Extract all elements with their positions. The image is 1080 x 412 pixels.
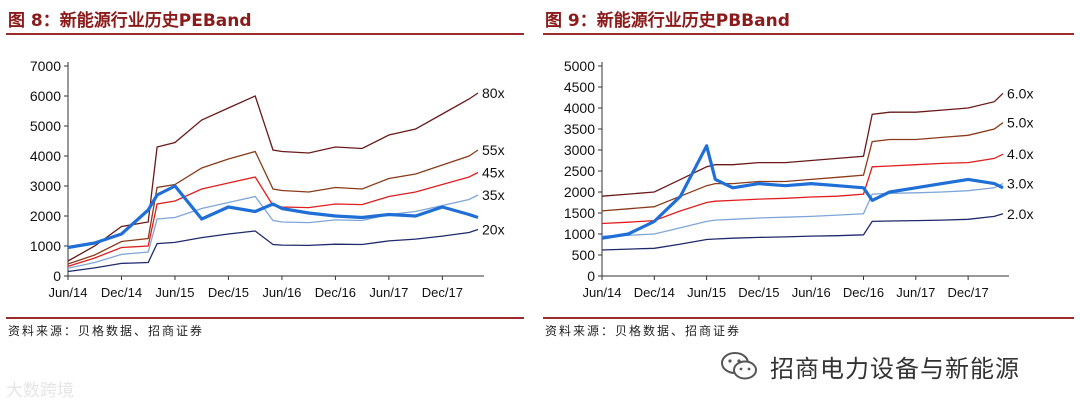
y-tick-label: 2000 <box>30 208 61 224</box>
y-tick-label: 3000 <box>30 178 61 194</box>
y-tick-label: 0 <box>587 268 595 284</box>
x-tick-label: Jun/15 <box>687 285 726 300</box>
band-line-6-0x <box>601 92 1004 197</box>
band-label: 35x <box>482 187 505 203</box>
x-tick-label: Dec/16 <box>843 285 884 300</box>
x-tick-label: Jun/15 <box>155 285 194 300</box>
title-rule <box>6 33 524 35</box>
y-tick-label: 5000 <box>30 118 61 134</box>
band-label: 3.0x <box>1007 176 1033 192</box>
y-tick-label: 4000 <box>30 148 61 164</box>
pe-band-panel: 图 8：新能源行业历史PEBand 0 1000 2000 3000 4000 5000 6… <box>0 0 530 340</box>
pb-band-title: 图 9：新能源行业历史PBBand <box>545 11 790 31</box>
band-line-3-0x <box>601 183 1004 237</box>
y-tick-label: 3500 <box>564 121 595 137</box>
y-tick-label: 500 <box>572 247 596 263</box>
y-tick-label: 1500 <box>564 205 595 221</box>
band-line-4-0x <box>601 153 1004 225</box>
source-rule <box>543 317 1074 319</box>
x-tick-label: Jun/14 <box>582 285 621 300</box>
x-tick-label: Jun/14 <box>48 285 87 300</box>
pe-band-chart: 0 1000 2000 3000 4000 5000 6000 7000 Jun/14 Dec/1… <box>30 58 505 300</box>
pb-band-panel: 图 9：新能源行业历史PBBand 0 500 1000 1500 2000 2500 30… <box>537 0 1080 340</box>
x-tick-label: Dec/15 <box>208 285 249 300</box>
band-label: 55x <box>482 142 505 158</box>
x-tick-label: Dec/16 <box>315 285 356 300</box>
y-tick-label: 1000 <box>30 238 61 254</box>
x-tick-label: Jun/17 <box>369 285 408 300</box>
band-line-20x <box>67 228 479 273</box>
band-label: 20x <box>482 222 505 238</box>
y-tick-label: 6000 <box>30 88 61 104</box>
watermark-right: 招商电力设备与新能源 <box>720 348 1020 384</box>
band-label: 5.0x <box>1007 115 1033 131</box>
x-tick-label: Jun/16 <box>792 285 831 300</box>
pb-band-chart: 0 500 1000 1500 2000 2500 3000 3500 4000 4500 5000… <box>564 58 1034 300</box>
x-tick-label: Dec/17 <box>948 285 989 300</box>
y-tick-label: 4500 <box>564 79 595 95</box>
x-tick-label: Jun/17 <box>896 285 935 300</box>
x-tick-label: Dec/14 <box>101 285 142 300</box>
watermark-right-text: 招商电力设备与新能源 <box>770 354 1020 383</box>
band-line-55x <box>67 149 479 265</box>
y-tick-label: 4000 <box>564 100 595 116</box>
pe-band-title: 图 8：新能源行业历史PEBand <box>8 11 252 31</box>
watermark-left: 大数跨境 <box>6 376 74 401</box>
wechat-icon <box>721 352 757 380</box>
band-label: 45x <box>482 165 505 181</box>
x-tick-label: Jun/16 <box>262 285 301 300</box>
valuation-line <box>601 144 1004 240</box>
y-tick-label: 2000 <box>564 184 595 200</box>
band-line-80x <box>67 92 479 262</box>
valuation-line <box>67 184 479 250</box>
title-rule <box>543 33 1074 35</box>
band-label: 2.0x <box>1007 206 1033 222</box>
source-rule <box>6 317 524 319</box>
y-tick-label: 3000 <box>564 142 595 158</box>
x-tick-label: Dec/15 <box>738 285 779 300</box>
x-tick-label: Dec/14 <box>634 285 675 300</box>
y-tick-label: 2500 <box>564 163 595 179</box>
y-tick-label: 1000 <box>564 226 595 242</box>
x-tick-label: Dec/17 <box>422 285 463 300</box>
band-line-35x <box>67 194 479 269</box>
y-tick-label: 5000 <box>564 58 595 74</box>
pb-band-source: 资料来源：贝格数据、招商证券 <box>545 324 742 338</box>
band-label: 80x <box>482 85 505 101</box>
watermark-left-text: 大数跨境 <box>6 381 74 401</box>
band-line-2-0x <box>601 213 1004 251</box>
y-tick-label: 7000 <box>30 58 61 74</box>
band-label: 6.0x <box>1007 85 1033 101</box>
band-label: 4.0x <box>1007 146 1033 162</box>
pe-band-source: 资料来源：贝格数据、招商证券 <box>8 324 205 338</box>
y-tick-label: 0 <box>53 268 61 284</box>
